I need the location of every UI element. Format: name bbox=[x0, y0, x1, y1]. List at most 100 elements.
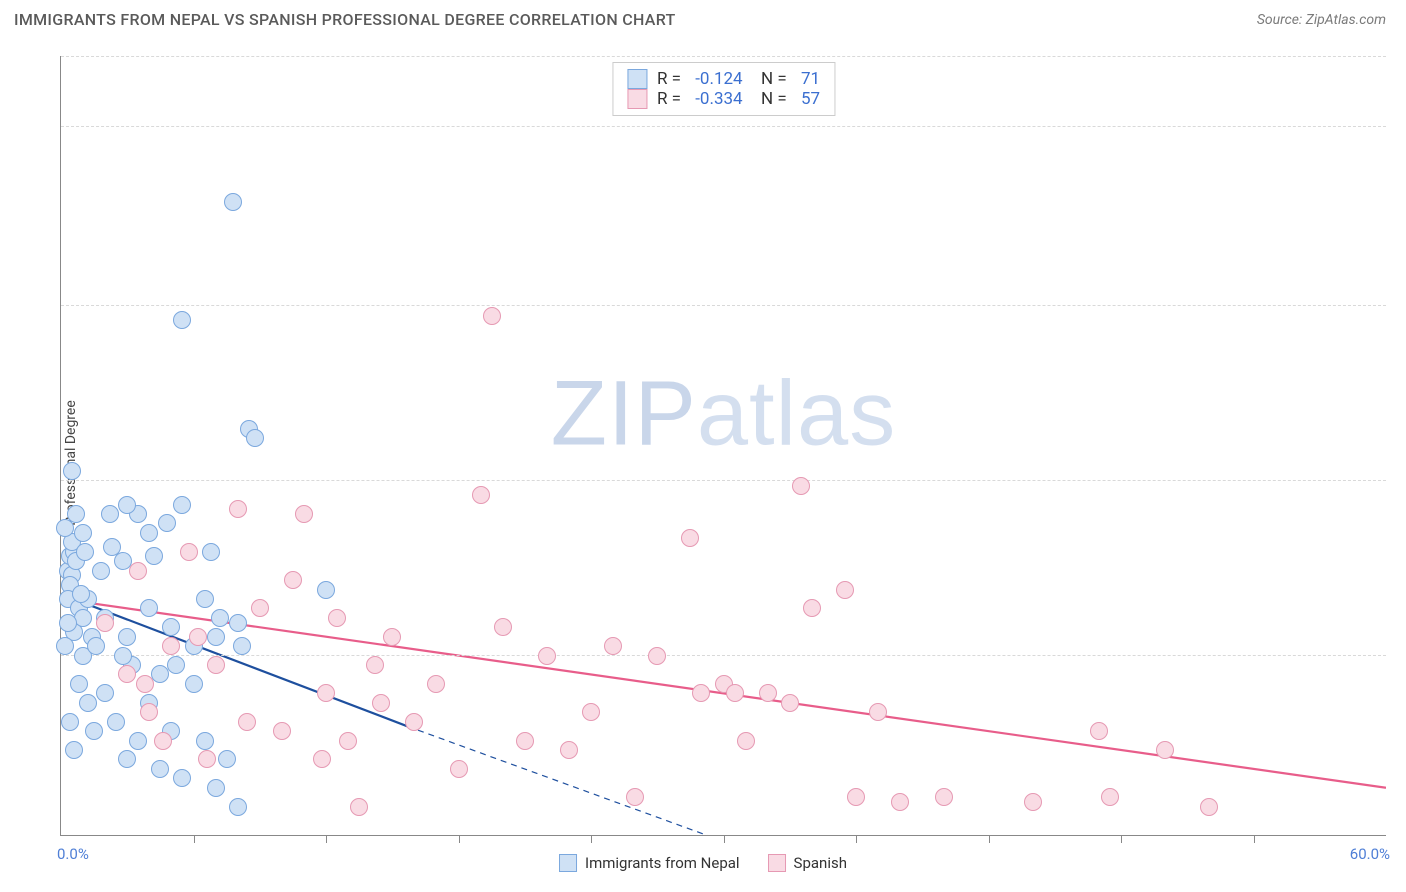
data-point bbox=[173, 769, 191, 787]
grid-line-h bbox=[61, 305, 1386, 306]
legend-item-1: Immigrants from Nepal bbox=[559, 854, 740, 872]
data-point bbox=[726, 684, 744, 702]
data-point bbox=[229, 798, 247, 816]
y-tick-label: 11.2% bbox=[1392, 297, 1406, 315]
data-point bbox=[1101, 788, 1119, 806]
data-point bbox=[681, 529, 699, 547]
data-point bbox=[869, 703, 887, 721]
data-point bbox=[107, 713, 125, 731]
data-point bbox=[251, 599, 269, 617]
y-tick-label: 3.8% bbox=[1392, 647, 1406, 665]
data-point bbox=[224, 193, 242, 211]
data-point bbox=[76, 543, 94, 561]
x-min-label: 0.0% bbox=[57, 845, 89, 863]
data-point bbox=[483, 307, 501, 325]
data-point bbox=[72, 585, 90, 603]
data-point bbox=[759, 684, 777, 702]
data-point bbox=[207, 779, 225, 797]
legend-swatch-2 bbox=[768, 854, 786, 872]
data-point bbox=[101, 505, 119, 523]
x-tick bbox=[194, 835, 195, 843]
data-point bbox=[472, 486, 490, 504]
chart-title: IMMIGRANTS FROM NEPAL VS SPANISH PROFESS… bbox=[14, 10, 676, 29]
data-point bbox=[118, 628, 136, 646]
data-point bbox=[803, 599, 821, 617]
data-point bbox=[61, 713, 79, 731]
x-tick bbox=[856, 835, 857, 843]
data-point bbox=[891, 793, 909, 811]
data-point bbox=[582, 703, 600, 721]
data-point bbox=[218, 750, 236, 768]
data-point bbox=[140, 599, 158, 617]
data-point bbox=[92, 562, 110, 580]
x-tick bbox=[989, 835, 990, 843]
data-point bbox=[847, 788, 865, 806]
stats-r-label: R = bbox=[657, 69, 685, 89]
data-point bbox=[427, 675, 445, 693]
data-point bbox=[836, 581, 854, 599]
grid-line-h bbox=[61, 480, 1386, 481]
grid-line-h bbox=[61, 655, 1386, 656]
data-point bbox=[154, 732, 172, 750]
data-point bbox=[118, 496, 136, 514]
data-point bbox=[59, 614, 77, 632]
swatch-series-2 bbox=[627, 89, 647, 109]
data-point bbox=[317, 581, 335, 599]
data-point bbox=[79, 694, 97, 712]
x-tick bbox=[459, 835, 460, 843]
plot-area: ZIPatlas R = -0.124 N = 71 R = -0.334 N … bbox=[60, 56, 1386, 836]
data-point bbox=[604, 637, 622, 655]
data-point bbox=[173, 311, 191, 329]
x-tick bbox=[1121, 835, 1122, 843]
data-point bbox=[339, 732, 357, 750]
data-point bbox=[560, 741, 578, 759]
data-point bbox=[70, 675, 88, 693]
legend-swatch-1 bbox=[559, 854, 577, 872]
data-point bbox=[180, 543, 198, 561]
data-point bbox=[450, 760, 468, 778]
grid-line-h bbox=[61, 126, 1386, 127]
x-tick bbox=[724, 835, 725, 843]
data-point bbox=[87, 637, 105, 655]
data-point bbox=[96, 684, 114, 702]
data-point bbox=[372, 694, 390, 712]
data-point bbox=[114, 647, 132, 665]
data-point bbox=[129, 732, 147, 750]
data-point bbox=[737, 732, 755, 750]
data-point bbox=[229, 614, 247, 632]
stats-n-label: N = bbox=[753, 89, 791, 109]
data-point bbox=[494, 618, 512, 636]
data-point bbox=[74, 609, 92, 627]
data-point bbox=[85, 722, 103, 740]
swatch-series-1 bbox=[627, 69, 647, 89]
data-point bbox=[167, 656, 185, 674]
title-bar: IMMIGRANTS FROM NEPAL VS SPANISH PROFESS… bbox=[0, 0, 1406, 35]
data-point bbox=[140, 703, 158, 721]
y-tick-label: 7.5% bbox=[1392, 472, 1406, 490]
watermark-thin: atlas bbox=[697, 363, 896, 465]
data-point bbox=[313, 750, 331, 768]
data-point bbox=[96, 614, 114, 632]
x-tick bbox=[1254, 835, 1255, 843]
stats-r-2: -0.334 bbox=[695, 89, 742, 109]
data-point bbox=[56, 637, 74, 655]
data-point bbox=[67, 505, 85, 523]
data-point bbox=[284, 571, 302, 589]
data-point bbox=[383, 628, 401, 646]
data-point bbox=[162, 637, 180, 655]
data-point bbox=[328, 609, 346, 627]
data-point bbox=[207, 628, 225, 646]
data-point bbox=[1200, 798, 1218, 816]
data-point bbox=[65, 741, 83, 759]
stats-row-1: R = -0.124 N = 71 bbox=[627, 69, 820, 89]
legend-label-1: Immigrants from Nepal bbox=[585, 854, 740, 872]
stats-r-label: R = bbox=[657, 89, 685, 109]
grid-line-h bbox=[61, 56, 1386, 57]
data-point bbox=[118, 665, 136, 683]
source-label: Source: ZipAtlas.com bbox=[1257, 12, 1386, 28]
data-point bbox=[207, 656, 225, 674]
x-max-label: 60.0% bbox=[1350, 845, 1390, 863]
data-point bbox=[246, 429, 264, 447]
data-point bbox=[792, 477, 810, 495]
stats-n-1: 71 bbox=[801, 69, 820, 89]
